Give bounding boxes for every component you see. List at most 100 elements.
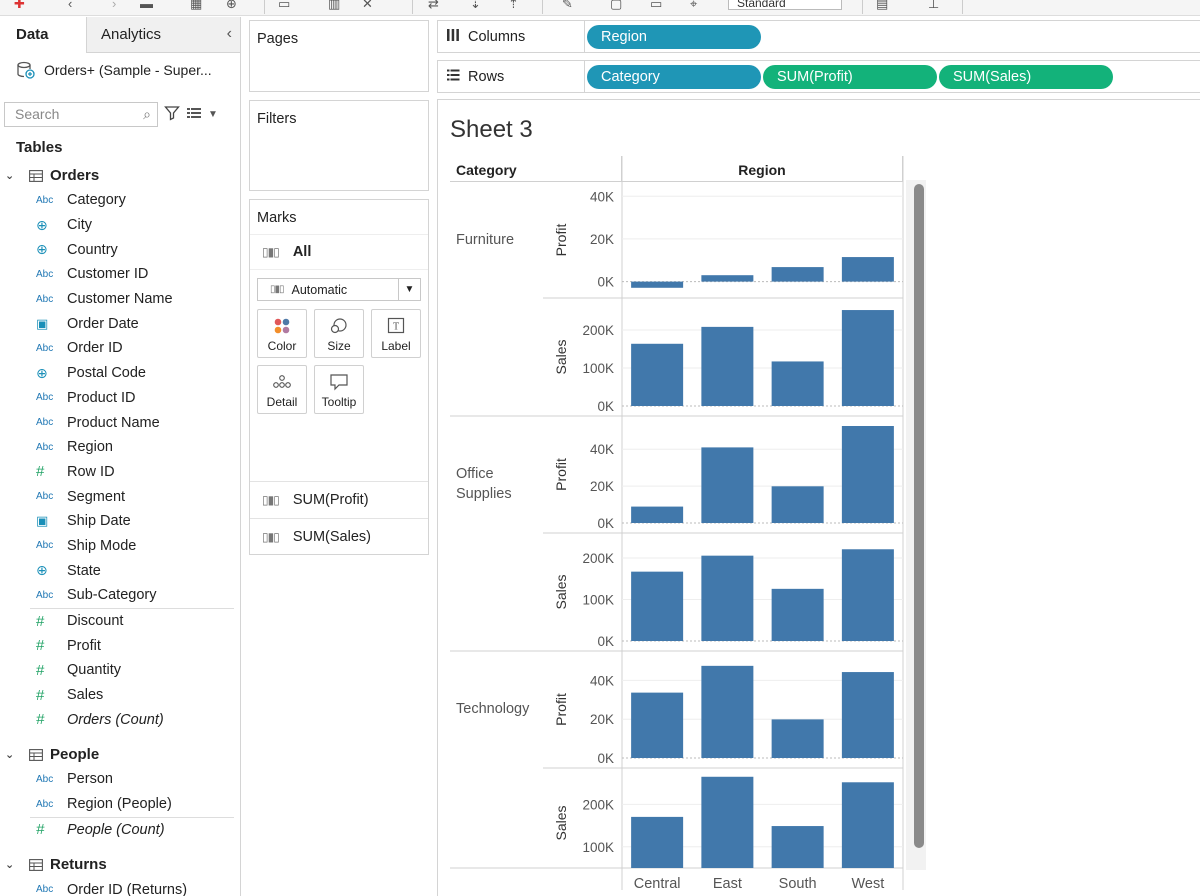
tooltip-button[interactable]: Tooltip xyxy=(314,365,364,414)
field-item[interactable]: ⊕ Country xyxy=(0,237,240,262)
swap-icon[interactable]: ⇄ xyxy=(428,0,439,11)
label-label: Label xyxy=(381,338,411,353)
datasource-name: Orders+ (Sample - Super... xyxy=(44,62,212,78)
filters-shelf[interactable]: Filters xyxy=(249,100,429,191)
marks-all-tab[interactable]: ▯▮▯ All xyxy=(250,234,428,270)
collapse-pane-icon[interactable]: ‹ xyxy=(226,25,232,42)
field-item[interactable]: # People (Count) xyxy=(0,818,240,843)
sort-asc-icon[interactable]: ⇣ xyxy=(470,0,481,11)
pill-category[interactable]: Category xyxy=(587,64,761,89)
fit-dropdown[interactable]: Standard xyxy=(728,0,842,10)
field-item[interactable]: Abc Person xyxy=(0,767,240,792)
field-item[interactable]: Abc Customer Name xyxy=(0,287,240,312)
field-item[interactable]: Abc Customer ID xyxy=(0,262,240,287)
mark-card-sum-profit[interactable]: ▯▮▯ SUM(Profit) xyxy=(250,481,428,518)
field-item[interactable]: # Quantity xyxy=(0,658,240,683)
globe-icon: ⊕ xyxy=(36,562,48,579)
back-icon[interactable]: ‹ xyxy=(68,0,73,11)
x-tick-label: South xyxy=(779,876,817,892)
string-type-icon: Abc xyxy=(36,417,54,429)
mark-type-dropdown[interactable]: ▯▮▯ Automatic ▼ xyxy=(257,278,421,301)
field-name: Quantity xyxy=(67,662,121,679)
field-item[interactable]: Abc Order ID (Returns) xyxy=(0,877,240,896)
table-returns[interactable]: ⌄ Returns xyxy=(0,852,240,877)
y-tick-label: 40K xyxy=(590,189,614,204)
color-label: Color xyxy=(267,338,297,353)
field-item[interactable]: ▣ Ship Date xyxy=(0,509,240,534)
chevron-down-icon[interactable]: ⌄ xyxy=(5,170,15,182)
field-item[interactable]: # Orders (Count) xyxy=(0,707,240,732)
size-button[interactable]: Size xyxy=(314,309,364,358)
table-people[interactable]: ⌄ People xyxy=(0,742,240,767)
group-icon[interactable]: ▢ xyxy=(610,0,623,11)
duplicate-sheet-icon[interactable]: ▥ xyxy=(328,0,341,11)
pages-shelf[interactable]: Pages xyxy=(249,20,429,92)
category-header[interactable]: Category xyxy=(450,156,622,182)
field-item[interactable]: Abc Order ID xyxy=(0,336,240,361)
color-button[interactable]: Color xyxy=(257,309,307,358)
table-name: Returns xyxy=(50,856,107,874)
pill-sum-profit[interactable]: SUM(Profit) xyxy=(763,64,937,89)
string-type-icon: Abc xyxy=(36,884,54,896)
clear-sheet-icon[interactable]: ✕ xyxy=(362,0,373,11)
new-datasource-icon[interactable]: ▦ xyxy=(190,0,203,11)
new-sheet-icon[interactable]: ▭ xyxy=(278,0,291,11)
sort-desc-icon[interactable]: ⇡ xyxy=(508,0,519,11)
field-item[interactable]: Abc Product ID xyxy=(0,386,240,411)
chevron-down-icon[interactable]: ⌄ xyxy=(5,749,15,762)
tab-data[interactable]: Data xyxy=(0,17,87,53)
tab-analytics[interactable]: Analytics xyxy=(87,17,240,53)
sheet-title[interactable]: Sheet 3 xyxy=(450,116,533,143)
pill-region[interactable]: Region xyxy=(587,24,761,49)
add-icon[interactable]: ⊕ xyxy=(226,0,237,11)
field-item[interactable]: ▣ Order Date xyxy=(0,311,240,336)
rows-shelf[interactable]: Rows Category SUM(Profit) SUM(Sales) xyxy=(437,60,1200,93)
field-item[interactable]: Abc Product Name xyxy=(0,410,240,435)
field-item[interactable]: # Discount xyxy=(0,609,240,634)
show-cards-icon[interactable]: ▤ xyxy=(876,0,889,11)
pin-icon[interactable]: ⌖ xyxy=(690,0,698,11)
view-dropdown-icon[interactable]: ▼ xyxy=(208,108,218,120)
field-item[interactable]: ⊕ City xyxy=(0,213,240,238)
search-row: ⌕ ▼ xyxy=(4,101,236,127)
label-button[interactable]: T Label xyxy=(371,309,421,358)
search-icon[interactable]: ⌕ xyxy=(143,105,151,122)
marks-all-label: All xyxy=(292,244,312,260)
field-item[interactable]: Abc Sub-Category xyxy=(0,583,240,608)
bar-west xyxy=(841,426,894,523)
string-type-icon: Abc xyxy=(36,342,54,354)
chevron-down-icon[interactable]: ▼ xyxy=(398,279,420,300)
calendar-icon: ▣ xyxy=(36,315,49,331)
view-list-icon[interactable] xyxy=(186,106,202,123)
chevron-down-icon[interactable]: ⌄ xyxy=(5,859,15,872)
table-orders[interactable]: ⌄ Orders xyxy=(0,163,240,188)
presentation-icon[interactable]: ⊥ xyxy=(928,0,940,11)
filter-icon[interactable] xyxy=(164,105,180,124)
y-tick-label: 0K xyxy=(597,275,614,290)
highlight-icon[interactable]: ✎ xyxy=(562,0,573,11)
field-item[interactable]: ⊕ State xyxy=(0,558,240,583)
field-item[interactable]: ⊕ Postal Code xyxy=(0,361,240,386)
field-item[interactable]: Abc Region (People) xyxy=(0,792,240,817)
number-type-icon: # xyxy=(36,612,45,630)
columns-shelf[interactable]: Columns Region xyxy=(437,20,1200,53)
field-item[interactable]: Abc Category xyxy=(0,188,240,213)
detail-button[interactable]: Detail xyxy=(257,365,307,414)
field-item[interactable]: Abc Segment xyxy=(0,484,240,509)
labels-icon[interactable]: ▭ xyxy=(650,0,663,11)
dimension-measure-divider xyxy=(30,816,234,818)
field-item[interactable]: Abc Region xyxy=(0,435,240,460)
field-item[interactable]: # Sales xyxy=(0,683,240,708)
vertical-scrollbar-thumb[interactable] xyxy=(914,184,924,848)
field-item[interactable]: # Profit xyxy=(0,633,240,658)
tableau-logo-icon[interactable]: ✚ xyxy=(14,0,25,11)
search-field[interactable]: ⌕ xyxy=(4,101,158,127)
save-icon[interactable]: ▬ xyxy=(140,0,153,11)
forward-icon[interactable]: › xyxy=(112,0,117,11)
datasource-item[interactable]: Orders+ (Sample - Super... xyxy=(0,53,240,87)
search-input[interactable] xyxy=(15,106,130,122)
mark-card-sum-sales[interactable]: ▯▮▯ SUM(Sales) xyxy=(250,518,428,555)
field-item[interactable]: Abc Ship Mode xyxy=(0,534,240,559)
pill-sum-sales[interactable]: SUM(Sales) xyxy=(939,64,1113,89)
field-item[interactable]: # Row ID xyxy=(0,460,240,485)
